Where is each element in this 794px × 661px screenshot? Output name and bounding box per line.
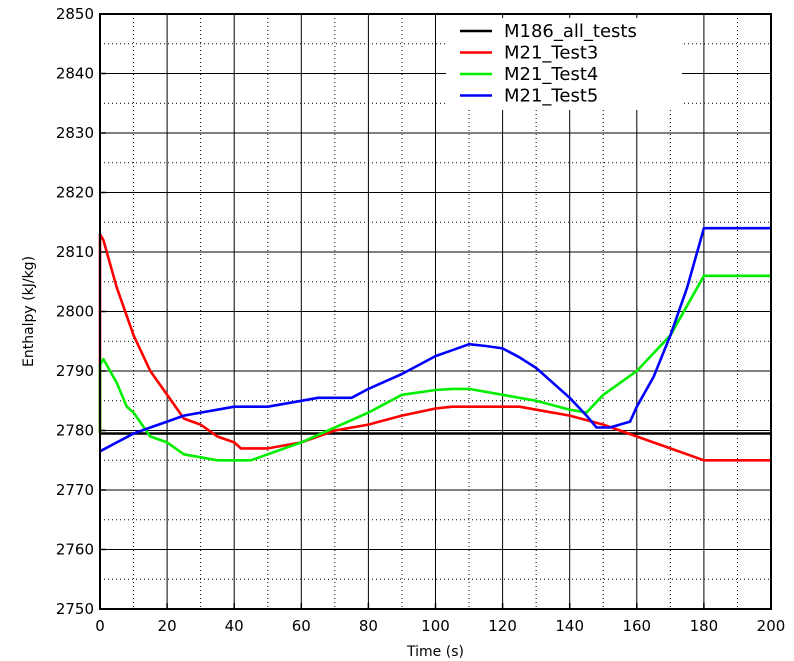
x-tick-label: 40 — [225, 617, 244, 635]
y-tick-label: 2750 — [56, 600, 94, 618]
y-tick-label: 2830 — [56, 124, 94, 142]
x-tick-label: 180 — [690, 617, 719, 635]
y-tick-label: 2770 — [56, 481, 94, 499]
x-tick-label: 120 — [488, 617, 517, 635]
legend-label-m21-test4: M21_Test4 — [504, 64, 598, 85]
series-line-m21-test3 — [98, 232, 771, 462]
series-line-m21-test5 — [99, 226, 771, 453]
y-axis-label: Enthalpy (kJ/kg) — [21, 256, 37, 367]
y-tick-label: 2840 — [56, 65, 94, 83]
series-lines — [98, 226, 771, 462]
series-line-m21-test4 — [98, 274, 771, 462]
y-tick-label: 2850 — [56, 5, 94, 23]
x-tick-label: 60 — [292, 617, 311, 635]
x-tick-label: 0 — [95, 617, 105, 635]
legend-label-m21-test3: M21_Test3 — [504, 43, 598, 64]
x-tick-label: 200 — [757, 617, 786, 635]
y-tick-label: 2810 — [56, 243, 94, 261]
x-axis-label: Time (s) — [406, 644, 464, 660]
x-tick-label: 20 — [158, 617, 177, 635]
x-tick-label: 100 — [421, 617, 450, 635]
y-tick-label: 2760 — [56, 541, 94, 559]
y-tick-label: 2800 — [56, 303, 94, 321]
x-tick-label: 80 — [359, 617, 378, 635]
y-tick-label: 2790 — [56, 362, 94, 380]
y-tick-label: 2780 — [56, 422, 94, 440]
axis-ticks: 0 20 40 60 80 100 120 140 160 180 200 2750 2760 2770 2… — [56, 5, 786, 635]
legend: M186_all_testsM21_Test3M21_Test4M21_Test… — [446, 18, 682, 110]
legend-label-m186-all-tests: M186_all_tests — [504, 21, 637, 42]
x-tick-label: 140 — [555, 617, 584, 635]
y-tick-label: 2820 — [56, 184, 94, 202]
x-tick-label: 160 — [622, 617, 651, 635]
legend-label-m21-test5: M21_Test5 — [504, 86, 598, 107]
